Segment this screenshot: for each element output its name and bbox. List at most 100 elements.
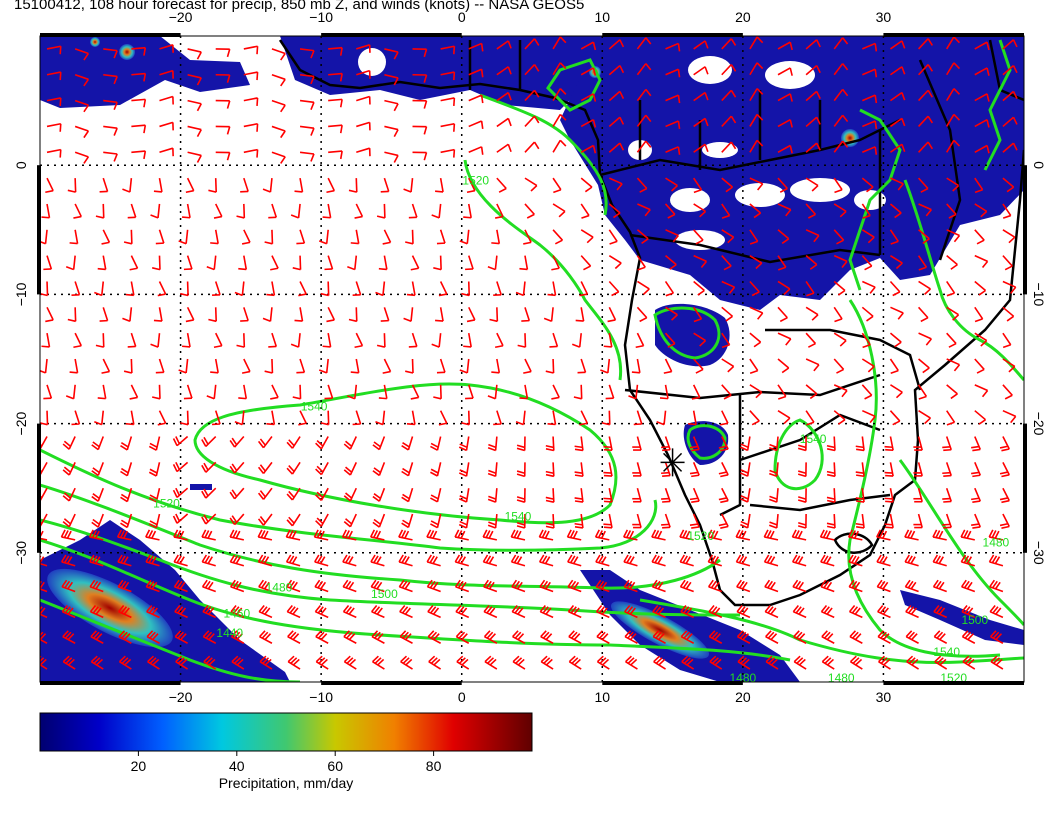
wind-barb (487, 513, 498, 529)
wind-barb (270, 255, 279, 271)
wind-barb (401, 436, 414, 451)
wind-barb (608, 280, 620, 297)
wind-barb (384, 48, 399, 60)
wind-barb (917, 89, 934, 102)
wind-barb (496, 40, 512, 50)
wind-barb (487, 488, 498, 503)
wind-barb (580, 41, 597, 51)
wind-barb (946, 229, 961, 243)
wind-barb (763, 554, 779, 567)
wind-barb (523, 358, 532, 374)
wind-barb (524, 203, 535, 219)
wind-barb (689, 513, 700, 529)
wind-barb (707, 529, 722, 541)
wind-barb (352, 281, 362, 297)
colorbar-ticks: 20 40 60 80 (131, 751, 442, 774)
wind-barb (120, 513, 133, 529)
wind-barb (693, 91, 709, 102)
wind-barb (99, 177, 109, 193)
wind-barb (833, 88, 849, 102)
wind-barb (608, 177, 623, 191)
wind-barb (692, 306, 703, 323)
wind-barb (861, 255, 873, 271)
wind-barb (855, 436, 865, 452)
wind-barb (343, 655, 357, 670)
wind-barb (343, 462, 358, 476)
lat-tick-label-left: −30 (13, 541, 29, 565)
lat-tick-label-right: 0 (1031, 161, 1047, 169)
wind-barb (862, 68, 878, 78)
wind-barb (290, 333, 301, 348)
wind-barb (608, 64, 625, 76)
wind-barb (440, 148, 456, 158)
wind-barb (496, 117, 512, 128)
wind-barb (826, 436, 836, 452)
wind-barb (693, 229, 704, 245)
wind-barb (689, 487, 700, 503)
wind-barb (665, 94, 681, 104)
wind-barb (315, 487, 329, 502)
wind-barb (510, 554, 526, 567)
wind-barb (202, 630, 217, 644)
wind-barb (942, 436, 953, 452)
wind-barb (820, 554, 835, 567)
lat-tick-label-right: −10 (1031, 283, 1047, 307)
wind-barb (230, 630, 245, 644)
wind-barb (426, 554, 441, 567)
wind-barb (833, 177, 843, 194)
wind-barb (749, 203, 762, 219)
wind-barb (905, 604, 919, 619)
wind-barb (765, 630, 779, 644)
wind-barb (904, 554, 919, 567)
wind-barb (1002, 203, 1012, 219)
wind-barb (635, 332, 645, 349)
wind-barb (679, 529, 694, 541)
wind-barb (960, 554, 976, 567)
wind-barb (378, 384, 388, 400)
wind-barb (405, 229, 414, 245)
wind-barb (510, 529, 526, 541)
wind-barb (749, 306, 764, 320)
wind-barb (946, 203, 957, 219)
wind-barb (493, 410, 502, 426)
wind-barb (433, 384, 442, 400)
wind-barb (257, 487, 273, 500)
wind-barb (792, 579, 807, 593)
frame-bar (602, 33, 743, 37)
wind-barb (74, 125, 90, 139)
wind-barb (945, 36, 961, 50)
contour-label: 1460 (223, 606, 250, 620)
wind-barb (636, 140, 652, 153)
wind-barb (410, 384, 420, 400)
wind-barb (459, 358, 470, 374)
wind-barb (849, 655, 863, 670)
lon-tick-label-top: 0 (458, 9, 466, 25)
contour-label: 1520 (940, 671, 967, 685)
wind-barb (89, 579, 104, 593)
wind-barb (1002, 142, 1018, 153)
wind-barb (877, 630, 891, 644)
wind-barb (271, 151, 286, 164)
wind-barb (236, 333, 246, 348)
wind-barb (631, 358, 641, 374)
wind-barb (298, 281, 307, 297)
wind-barb (833, 229, 845, 245)
lon-tick-label-bottom: 10 (594, 689, 610, 705)
wind-barb (652, 604, 666, 619)
wind-barb (320, 281, 330, 297)
wind-barb (257, 529, 273, 541)
wind-barb (97, 384, 107, 400)
wind-barb (487, 436, 498, 452)
wind-barb (917, 115, 934, 127)
wind-barb (552, 229, 564, 245)
wind-barb (243, 97, 259, 106)
wind-barb (131, 124, 147, 134)
wind-barb (623, 529, 638, 541)
wind-barb (398, 529, 413, 541)
wind-barb (608, 39, 625, 50)
wind-barb (271, 99, 286, 113)
wind-barb (496, 143, 512, 153)
wind-barb (805, 384, 818, 400)
wind-barb (524, 141, 540, 153)
wind-barb (401, 462, 414, 477)
